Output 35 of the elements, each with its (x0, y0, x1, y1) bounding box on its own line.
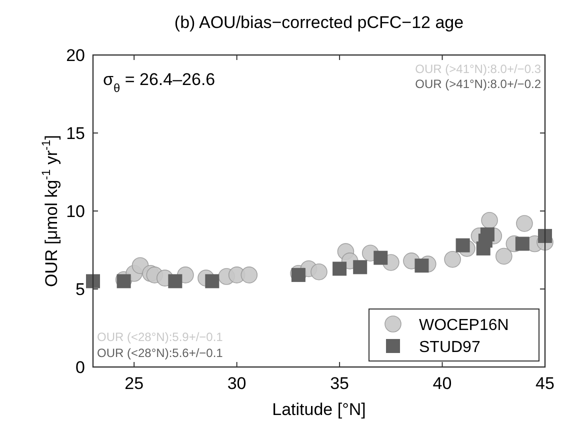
point (332, 262, 347, 276)
point (480, 227, 494, 242)
y-tick-label: 15 (66, 124, 85, 143)
x-tick-label: 25 (124, 374, 144, 393)
y-tick-label: 10 (66, 202, 85, 221)
legend-label: WOCEP16N (419, 317, 509, 334)
point (240, 266, 258, 284)
point (456, 238, 470, 252)
annotation: σ$_{θ}$ = 26.4–26.6 (103, 70, 216, 95)
point (515, 236, 530, 251)
x-tick-label: 35 (330, 374, 350, 393)
point (481, 212, 498, 229)
point (353, 260, 368, 274)
legend-label: STUD97 (419, 339, 480, 356)
y-tick-label: 5 (76, 280, 85, 299)
point (496, 248, 512, 265)
annotation: OUR (<28°N):5.6+/−0.1 (97, 346, 224, 360)
x-tick-label: 30 (227, 374, 246, 393)
point (414, 258, 429, 273)
x-tick-label: 45 (536, 374, 554, 393)
x-axis-title: Latitude [°N] (272, 400, 366, 419)
chart-title: (b) AOU/bias−corrected pCFC−12 age (174, 13, 464, 32)
point (538, 228, 552, 243)
point (444, 250, 461, 268)
point (374, 250, 388, 265)
x-tick-label: 40 (432, 374, 452, 393)
point (205, 274, 220, 288)
point (310, 263, 328, 280)
point (516, 215, 533, 232)
point (116, 274, 131, 288)
y-tick-label: 20 (66, 46, 85, 65)
point (86, 274, 100, 288)
y-tick-label: 0 (76, 358, 85, 377)
point (168, 274, 182, 288)
annotation: OUR (>41°N):8.0+/−0.2 (415, 77, 542, 91)
